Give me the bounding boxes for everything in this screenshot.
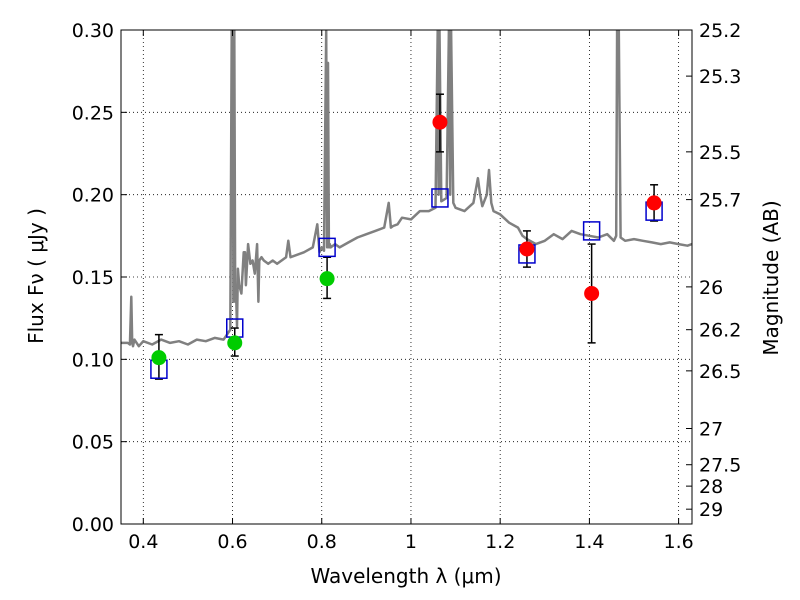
observed-point-marker (519, 241, 535, 257)
y-tick-label: 0.15 (72, 267, 114, 289)
observed-point-marker (432, 114, 448, 130)
grid-lines (121, 30, 692, 524)
right-tick-label: 25.5 (699, 142, 741, 164)
right-tick-label: 27 (699, 418, 723, 440)
x-tick-label: 1 (405, 531, 417, 553)
right-tick-label: 25.2 (699, 20, 741, 42)
plot-area (121, 30, 692, 380)
y-tick-label: 0.10 (72, 349, 114, 371)
x-axis-label: Wavelength λ (μm) (310, 564, 501, 588)
right-tick-label: 25.3 (699, 66, 741, 88)
right-tick-label: 27.5 (699, 455, 741, 477)
observed-point-marker (151, 350, 167, 366)
right-tick-label: 26.5 (699, 361, 741, 383)
observed-point-marker (646, 195, 662, 211)
right-tick-label: 25.7 (699, 190, 741, 212)
x-tick-label: 1.4 (574, 531, 604, 553)
model-square-marker (582, 221, 601, 241)
y-tick-label: 0.20 (72, 185, 114, 207)
y-axis-label: Flux Fν ( μJy ) (24, 208, 48, 344)
x-tick-label: 1.6 (664, 531, 694, 553)
axis-ticks: 0.4 0.6 0.8 1 1.2 1.4 1.6 0.00 0.05 0.10 0.15 0.20 0… (72, 20, 742, 553)
observed-point-marker (584, 285, 600, 301)
y-tick-label: 0.00 (72, 514, 114, 536)
right-tick-label: 28 (699, 476, 723, 498)
right-tick-label: 26 (699, 277, 723, 299)
right-tick-label: 29 (699, 499, 723, 521)
spectrum-line (121, 30, 692, 348)
observed-point-marker (227, 335, 243, 351)
model-square-marker (318, 237, 336, 258)
x-tick-label: 0.4 (128, 531, 158, 553)
y-tick-label: 0.05 (72, 432, 114, 454)
x-tick-label: 0.8 (307, 531, 337, 553)
plot-frame (120, 29, 693, 525)
x-tick-label: 0.6 (217, 531, 247, 553)
model-square-marker (431, 188, 449, 208)
observed-point-marker (319, 271, 335, 287)
right-axis-label: Magnitude (AB) (759, 200, 783, 355)
x-tick-label: 1.2 (485, 531, 515, 553)
y-tick-label: 0.30 (72, 20, 114, 42)
y-tick-label: 0.25 (72, 102, 114, 124)
right-tick-label: 26.2 (699, 320, 741, 342)
